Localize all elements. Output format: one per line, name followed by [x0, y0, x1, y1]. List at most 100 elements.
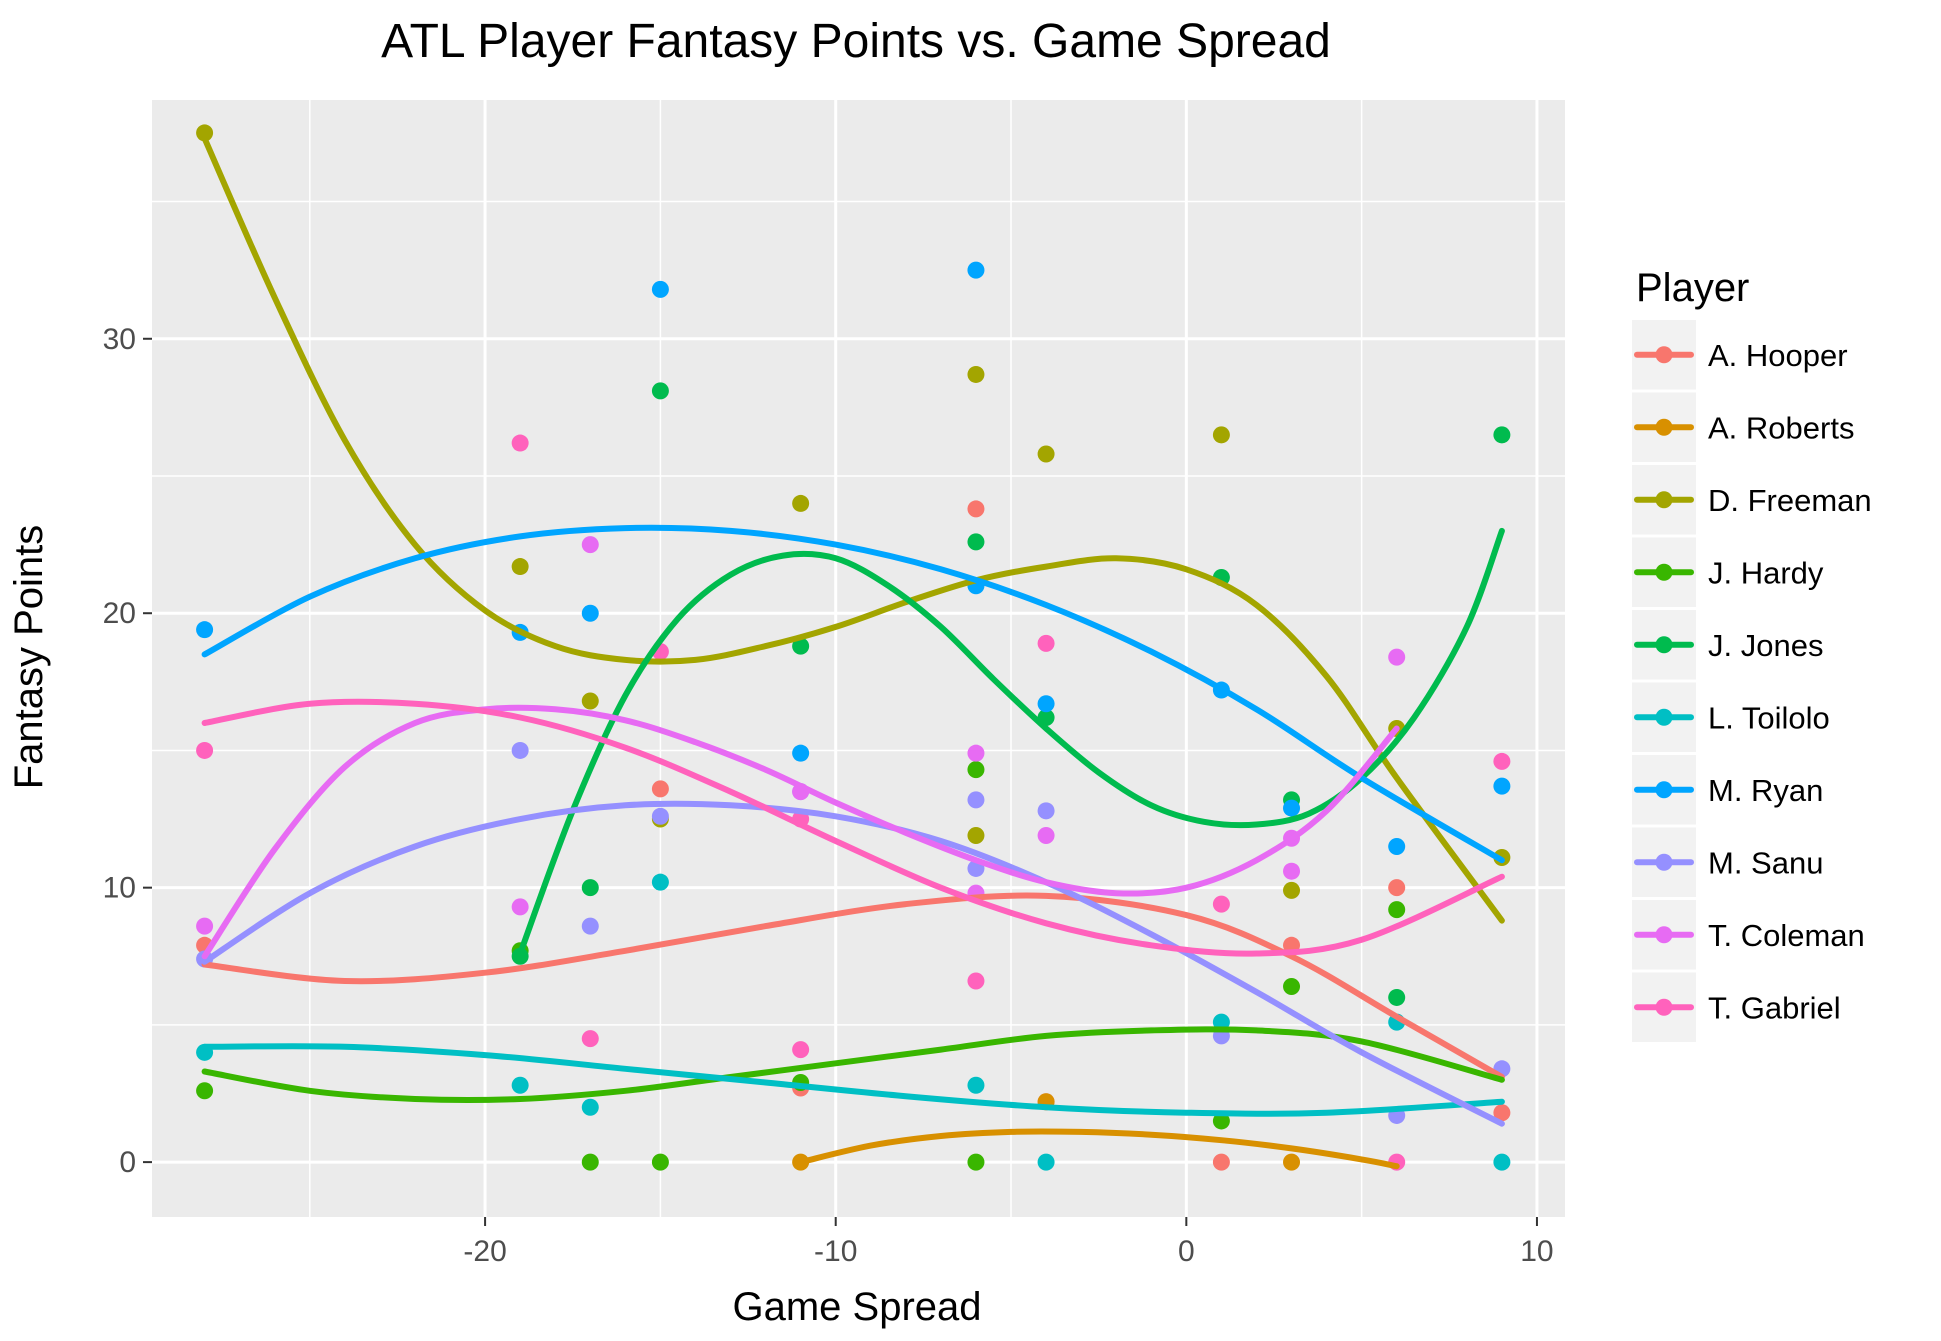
data-point [1037, 802, 1055, 820]
data-point [1037, 695, 1055, 713]
y-axis: 0 10 20 30 [103, 323, 152, 1179]
data-point [1493, 752, 1511, 770]
smooth-line [797, 1128, 1400, 1170]
legend-label: J. Jones [1708, 628, 1823, 663]
legend-label: T. Coleman [1708, 918, 1865, 953]
data-point [967, 791, 985, 809]
data-point [967, 972, 985, 990]
smooth-line [201, 698, 1505, 957]
data-point [511, 741, 529, 759]
y-tick-label: 0 [119, 1146, 136, 1179]
smooth-line [201, 1026, 1505, 1104]
data-point [196, 124, 214, 142]
data-point [1212, 426, 1230, 444]
data-point [581, 879, 599, 897]
data-point [967, 1153, 985, 1171]
legend-key-point [1655, 781, 1673, 799]
smooth-line [201, 800, 1505, 1127]
data-point [581, 1030, 599, 1048]
data-point [792, 744, 810, 762]
data-point [651, 280, 669, 298]
data-point [196, 621, 214, 639]
data-point [1212, 1112, 1230, 1130]
data-point [1212, 895, 1230, 913]
x-tick-label: -20 [463, 1235, 506, 1268]
legend-label: J. Hardy [1708, 555, 1824, 590]
data-point [967, 365, 985, 383]
legend-title: Player [1636, 266, 1749, 310]
data-point [967, 827, 985, 845]
data-point [1388, 648, 1406, 666]
x-tick-label: 10 [1520, 1235, 1553, 1268]
data-point [1283, 862, 1301, 880]
data-point [967, 1076, 985, 1094]
data-point [581, 917, 599, 935]
data-point [1212, 1153, 1230, 1171]
data-point [792, 637, 810, 655]
data-point [1388, 901, 1406, 919]
data-point [1212, 1013, 1230, 1031]
data-point [967, 261, 985, 279]
data-point [196, 917, 214, 935]
legend-key-point [1655, 563, 1673, 581]
data-point [1283, 977, 1301, 995]
plot-panel [152, 100, 1565, 1217]
data-point [581, 692, 599, 710]
data-point [511, 898, 529, 916]
data-point [511, 558, 529, 576]
data-point [651, 780, 669, 798]
smooth-line [201, 704, 1400, 960]
data-point [1037, 1153, 1055, 1171]
legend-label: M. Ryan [1708, 773, 1823, 808]
legend: Player A. Hooper A. Roberts D. Freeman J. H… [1632, 266, 1872, 1042]
data-point [1388, 988, 1406, 1006]
y-tick-label: 10 [103, 872, 136, 905]
data-point [651, 1153, 669, 1171]
data-point [1493, 1153, 1511, 1171]
smooth-line [201, 524, 1505, 864]
legend-label: L. Toilolo [1708, 700, 1830, 735]
smooth-line [201, 892, 1505, 1080]
panel-background [152, 100, 1565, 1217]
data-point [1493, 426, 1511, 444]
x-tick-label: 0 [1178, 1235, 1195, 1268]
data-point [1283, 1153, 1301, 1171]
legend-key-point [1655, 491, 1673, 509]
legend-key-point [1655, 926, 1673, 944]
legend-key-point [1655, 346, 1673, 364]
data-point [792, 1041, 810, 1059]
data-point [967, 761, 985, 779]
smooth-lines-layer [201, 135, 1505, 1170]
data-point [511, 434, 529, 452]
legend-key-point [1655, 636, 1673, 654]
data-point [581, 1098, 599, 1116]
smooth-line [201, 1043, 1505, 1117]
data-point [1493, 777, 1511, 795]
legend-key-point [1655, 708, 1673, 726]
data-point [967, 533, 985, 551]
data-point [1283, 881, 1301, 899]
data-point [1283, 799, 1301, 817]
data-point [581, 604, 599, 622]
data-point [1037, 827, 1055, 845]
x-tick-label: -10 [814, 1235, 857, 1268]
legend-label: M. Sanu [1708, 845, 1823, 880]
legend-label: A. Roberts [1708, 410, 1854, 445]
legend-key-point [1655, 998, 1673, 1016]
smooth-line [201, 135, 1505, 924]
legend-label: A. Hooper [1708, 338, 1848, 373]
data-point [1037, 445, 1055, 463]
data-point [581, 536, 599, 554]
data-point [1493, 1104, 1511, 1122]
data-point [196, 741, 214, 759]
y-tick-label: 30 [103, 323, 136, 356]
data-point [967, 744, 985, 762]
legend-key-point [1655, 853, 1673, 871]
legend-key-point [1655, 418, 1673, 436]
y-axis-title: Fantasy Points [7, 525, 51, 790]
data-point [1037, 634, 1055, 652]
data-point [792, 494, 810, 512]
data-point [651, 873, 669, 891]
data-point [651, 807, 669, 825]
